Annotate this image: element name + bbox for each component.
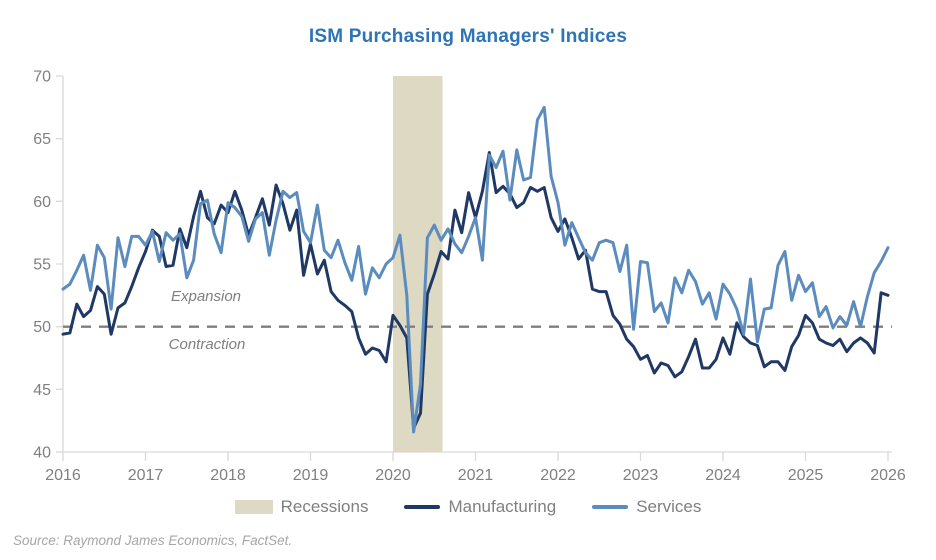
x-tick-label: 2021 bbox=[458, 467, 494, 484]
legend-label: Services bbox=[636, 497, 702, 516]
x-tick-label: 2023 bbox=[623, 467, 659, 484]
legend-item-services: Services bbox=[592, 497, 701, 517]
x-tick-label: 2025 bbox=[788, 467, 824, 484]
expansion-label: Expansion bbox=[170, 288, 242, 305]
legend-swatch-services-line-icon bbox=[592, 505, 629, 509]
recession-band bbox=[393, 76, 443, 452]
chart-legend: Recessions Manufacturing Services bbox=[0, 497, 936, 517]
x-tick-label: 2022 bbox=[540, 467, 576, 484]
y-tick-label: 45 bbox=[33, 382, 51, 399]
legend-swatch-manufacturing-line-icon bbox=[404, 505, 441, 509]
legend-item-recessions: Recessions bbox=[234, 497, 369, 517]
y-tick-label: 50 bbox=[33, 319, 51, 336]
y-tick-label: 55 bbox=[33, 257, 51, 274]
chart-title: ISM Purchasing Managers' Indices bbox=[308, 26, 628, 47]
y-tick-label: 60 bbox=[33, 194, 51, 211]
x-tick-label: 2020 bbox=[375, 467, 411, 484]
legend-item-manufacturing: Manufacturing bbox=[404, 497, 556, 517]
legend-swatch-recessions-box-icon bbox=[234, 500, 273, 514]
source-note: Source: Raymond James Economics, FactSet… bbox=[13, 533, 293, 548]
legend-label: Recessions bbox=[280, 497, 369, 516]
services-line bbox=[61, 105, 890, 434]
x-tick-label: 2017 bbox=[128, 467, 164, 484]
legend-label: Manufacturing bbox=[448, 497, 557, 516]
x-tick-label: 2016 bbox=[45, 467, 81, 484]
x-tick-label: 2018 bbox=[210, 467, 246, 484]
y-tick-label: 70 bbox=[33, 69, 51, 86]
x-tick-label: 2026 bbox=[870, 467, 906, 484]
x-tick-label: 2024 bbox=[705, 467, 741, 484]
y-tick-label: 40 bbox=[33, 445, 51, 462]
x-tick-label: 2019 bbox=[293, 467, 329, 484]
y-tick-label: 65 bbox=[33, 131, 51, 148]
contraction-label: Contraction bbox=[168, 336, 246, 353]
